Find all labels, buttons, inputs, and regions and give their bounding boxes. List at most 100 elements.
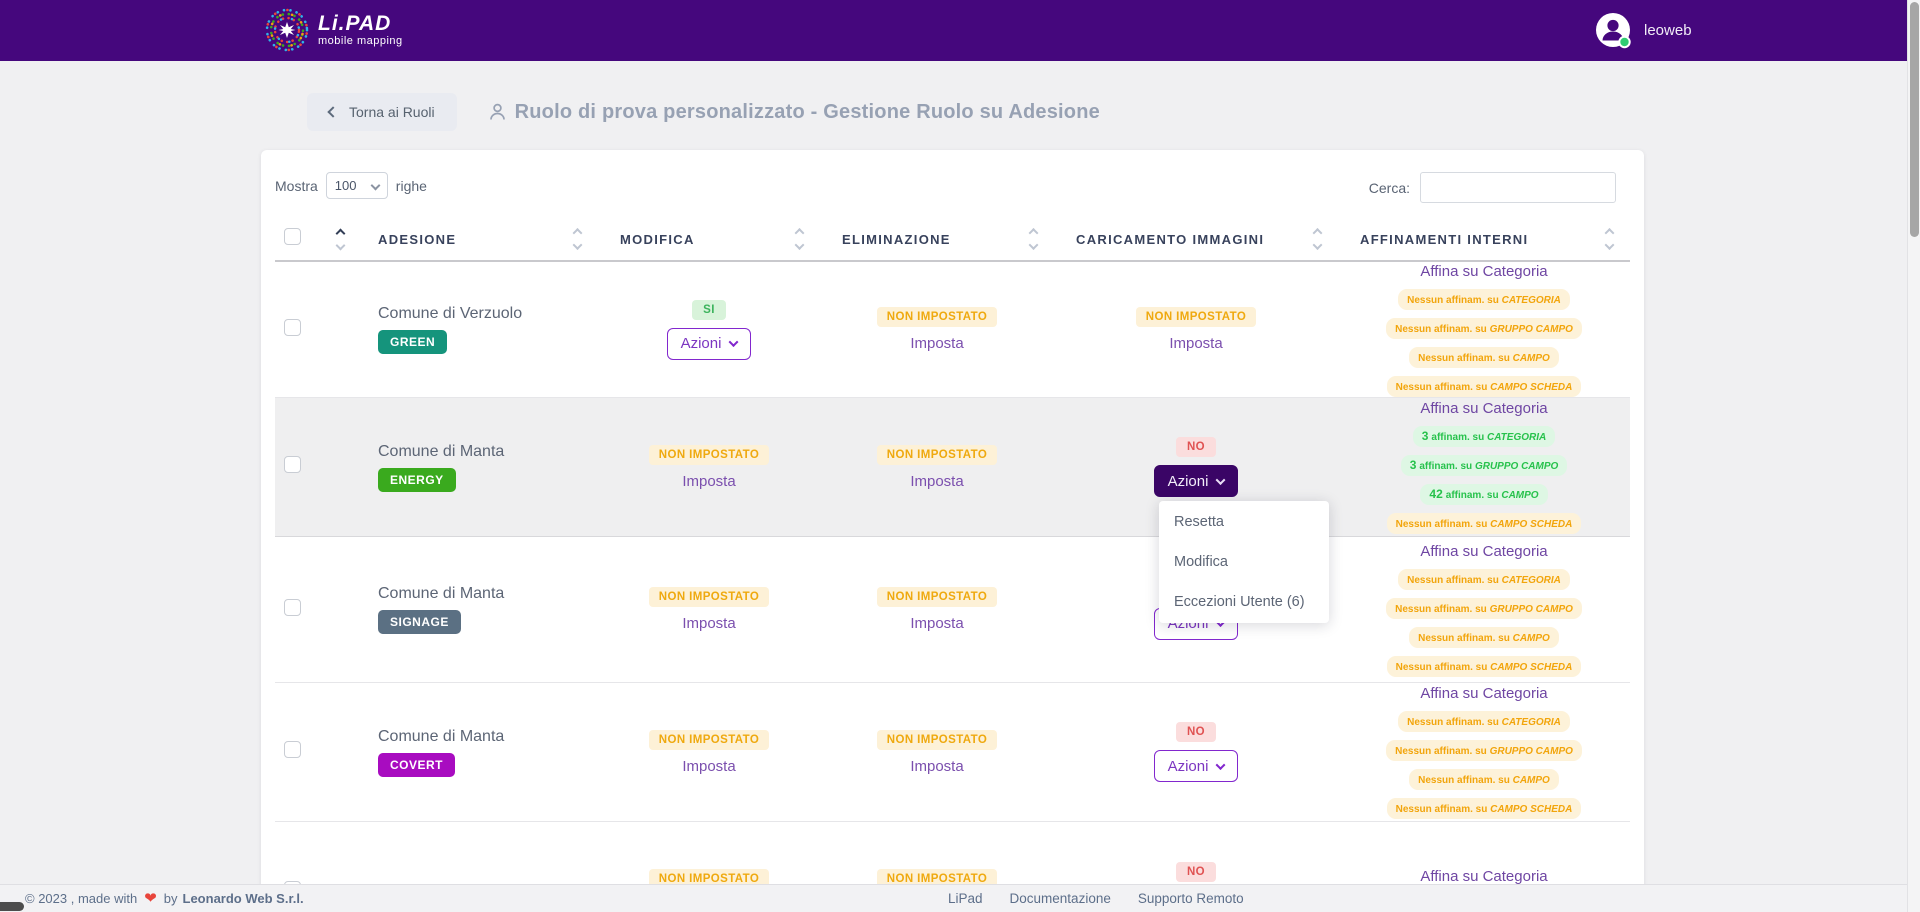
logo-starburst-icon (265, 8, 309, 52)
affina-categoria-link[interactable]: Affina su Categoria (1420, 685, 1548, 702)
affinamento-badge: 42 affinam. su CAMPO (1420, 484, 1548, 505)
affinamento-badge: Nessun affinam. su GRUPPO CAMPO (1386, 740, 1582, 761)
column-header-caricamento-immagini[interactable]: CARICAMENTO IMMAGINI (1054, 228, 1338, 250)
chevron-down-icon (728, 337, 739, 348)
affinamento-badge: Nessun affinam. su CATEGORIA (1398, 711, 1570, 732)
adesione-type-badge: ENERGY (378, 467, 456, 492)
imposta-link[interactable]: Imposta (910, 472, 964, 490)
footer-link-documentazione[interactable]: Documentazione (1009, 891, 1111, 906)
menu-item-resetta[interactable]: Resetta (1174, 514, 1224, 530)
status-badge: NO (1175, 861, 1217, 882)
azioni-dropdown-menu: Resetta Modifica Eccezioni Utente (6) (1159, 501, 1329, 623)
table-row: Comune di Manta ENERGY NON IMPOSTATO Imp… (275, 398, 1630, 537)
footer-links: LiPad Documentazione Supporto Remoto (948, 891, 1244, 906)
row-checkbox[interactable] (284, 741, 301, 758)
show-label: Mostra (275, 177, 318, 194)
adesione-type-badge: COVERT (378, 752, 456, 777)
status-badge: NON IMPOSTATO (1135, 307, 1257, 327)
app-logo[interactable]: Li.PAD mobile mapping (264, 7, 403, 53)
rows-label: righe (395, 177, 427, 194)
menu-item-eccezioni-utente[interactable]: Eccezioni Utente (6) (1174, 594, 1305, 610)
adesione-name: Comune di Manta (378, 585, 505, 602)
azioni-dropdown-button[interactable]: Azioni (1153, 750, 1239, 782)
affina-categoria-link[interactable]: Affina su Categoria (1420, 400, 1548, 417)
footer-link-lipad[interactable]: LiPad (948, 891, 983, 906)
affinamento-badge: Nessun affinam. su GRUPPO CAMPO (1386, 597, 1582, 619)
vertical-scrollbar-thumb[interactable] (1910, 2, 1919, 237)
affina-categoria-link[interactable]: Affina su Categoria (1420, 542, 1548, 560)
vertical-scrollbar (1907, 0, 1920, 912)
imposta-link[interactable]: Imposta (1169, 335, 1223, 352)
imposta-link[interactable]: Imposta (910, 757, 964, 775)
column-header-eliminazione[interactable]: ELIMINAZIONE (820, 228, 1054, 250)
footer: © 2023 , made with ❤ by Leonardo Web S.r… (0, 884, 1920, 912)
heart-icon: ❤ (144, 890, 157, 907)
status-badge: NON IMPOSTATO (876, 444, 998, 465)
chevron-down-icon (1215, 474, 1226, 485)
status-badge: NON IMPOSTATO (876, 729, 998, 750)
status-badge: NO (1175, 437, 1217, 457)
affinamento-badge: Nessun affinam. su GRUPPO CAMPO (1386, 317, 1582, 339)
sort-up-icon (794, 228, 804, 238)
azioni-dropdown-button-open[interactable]: Azioni (1153, 465, 1239, 497)
status-badge: NON IMPOSTATO (648, 729, 770, 750)
status-badge: NON IMPOSTATO (648, 587, 770, 607)
affina-categoria-link[interactable]: Affina su Categoria (1420, 868, 1548, 885)
table-controls: Mostra 100 righe Cerca: (275, 172, 1630, 218)
chevron-left-icon (327, 106, 339, 118)
azioni-dropdown-button[interactable]: Azioni (666, 327, 752, 360)
adesione-name: Comune di Verzuolo (378, 305, 523, 322)
username-label: leoweb (1644, 22, 1692, 39)
company-name: Leonardo Web S.r.l. (182, 891, 304, 906)
status-badge: SI (692, 299, 726, 320)
affina-categoria-link[interactable]: Affina su Categoria (1420, 262, 1548, 280)
imposta-link[interactable]: Imposta (682, 757, 736, 775)
affinamento-badge: Nessun affinam. su CATEGORIA (1398, 288, 1570, 310)
imposta-link[interactable]: Imposta (682, 615, 736, 632)
select-all-checkbox[interactable] (284, 228, 301, 245)
table-row: Comune di Manta SIGNAGE NON IMPOSTATO Im… (275, 537, 1630, 683)
adesione-type-badge: SIGNAGE (378, 610, 461, 634)
imposta-link[interactable]: Imposta (910, 335, 964, 352)
affinamento-badge: Nessun affinam. su CATEGORIA (1398, 568, 1570, 590)
back-button-label: Torna ai Ruoli (349, 104, 435, 120)
menu-item-modifica[interactable]: Modifica (1174, 554, 1228, 570)
affinamento-badge: Nessun affinam. su CAMPO SCHEDA (1386, 655, 1582, 677)
column-header-modifica[interactable]: MODIFICA (598, 228, 820, 250)
table-header-row: ADESIONE MODIFICA ELIMINAZIONE CARICAMEN… (275, 218, 1630, 262)
affinamento-badge: Nessun affinam. su CAMPO SCHEDA (1386, 375, 1582, 397)
logo-title: Li.PAD (318, 12, 392, 35)
table-row: Comune di Manta COVERT NON IMPOSTATO Imp… (275, 683, 1630, 822)
user-avatar-icon (1596, 13, 1631, 49)
sort-up-icon (1604, 228, 1614, 238)
sort-up-icon (335, 228, 345, 238)
column-header-affinamenti-interni[interactable]: AFFINAMENTI INTERNI (1338, 228, 1630, 250)
row-checkbox[interactable] (284, 318, 301, 336)
top-navbar: Li.PAD mobile mapping leoweb (0, 0, 1920, 61)
search-input[interactable] (1420, 172, 1616, 203)
column-header-adesione[interactable]: ADESIONE (373, 228, 598, 250)
adesione-name: Comune di Manta (378, 727, 505, 745)
footer-link-supporto-remoto[interactable]: Supporto Remoto (1137, 891, 1244, 906)
back-to-roles-button[interactable]: Torna ai Ruoli (307, 93, 457, 131)
search-label: Cerca: (1368, 179, 1410, 196)
logo-subtitle: mobile mapping (318, 35, 403, 47)
sort-down-icon (794, 240, 804, 250)
status-badge: NON IMPOSTATO (648, 444, 770, 465)
imposta-link[interactable]: Imposta (910, 615, 964, 632)
sort-control-selection[interactable] (333, 228, 347, 250)
affinamento-badge: Nessun affinam. su CAMPO (1409, 626, 1559, 648)
copyright-text: © 2023 , made with (25, 891, 138, 906)
table-row: Comune di Verzuolo GREEN SI Azioni NON I… (275, 262, 1630, 398)
imposta-link[interactable]: Imposta (682, 472, 736, 490)
page-title: Ruolo di prova personalizzato - Gestione… (514, 100, 1100, 123)
horizontal-scrollbar-thumb[interactable] (0, 902, 24, 911)
person-icon (489, 103, 505, 120)
status-badge: NON IMPOSTATO (876, 587, 998, 607)
affinamento-badge: Nessun affinam. su CAMPO (1409, 769, 1559, 790)
page-size-select[interactable]: 100 (325, 172, 388, 199)
row-checkbox[interactable] (284, 456, 301, 473)
row-checkbox[interactable] (284, 598, 301, 616)
user-menu[interactable]: leoweb (1595, 12, 1692, 49)
